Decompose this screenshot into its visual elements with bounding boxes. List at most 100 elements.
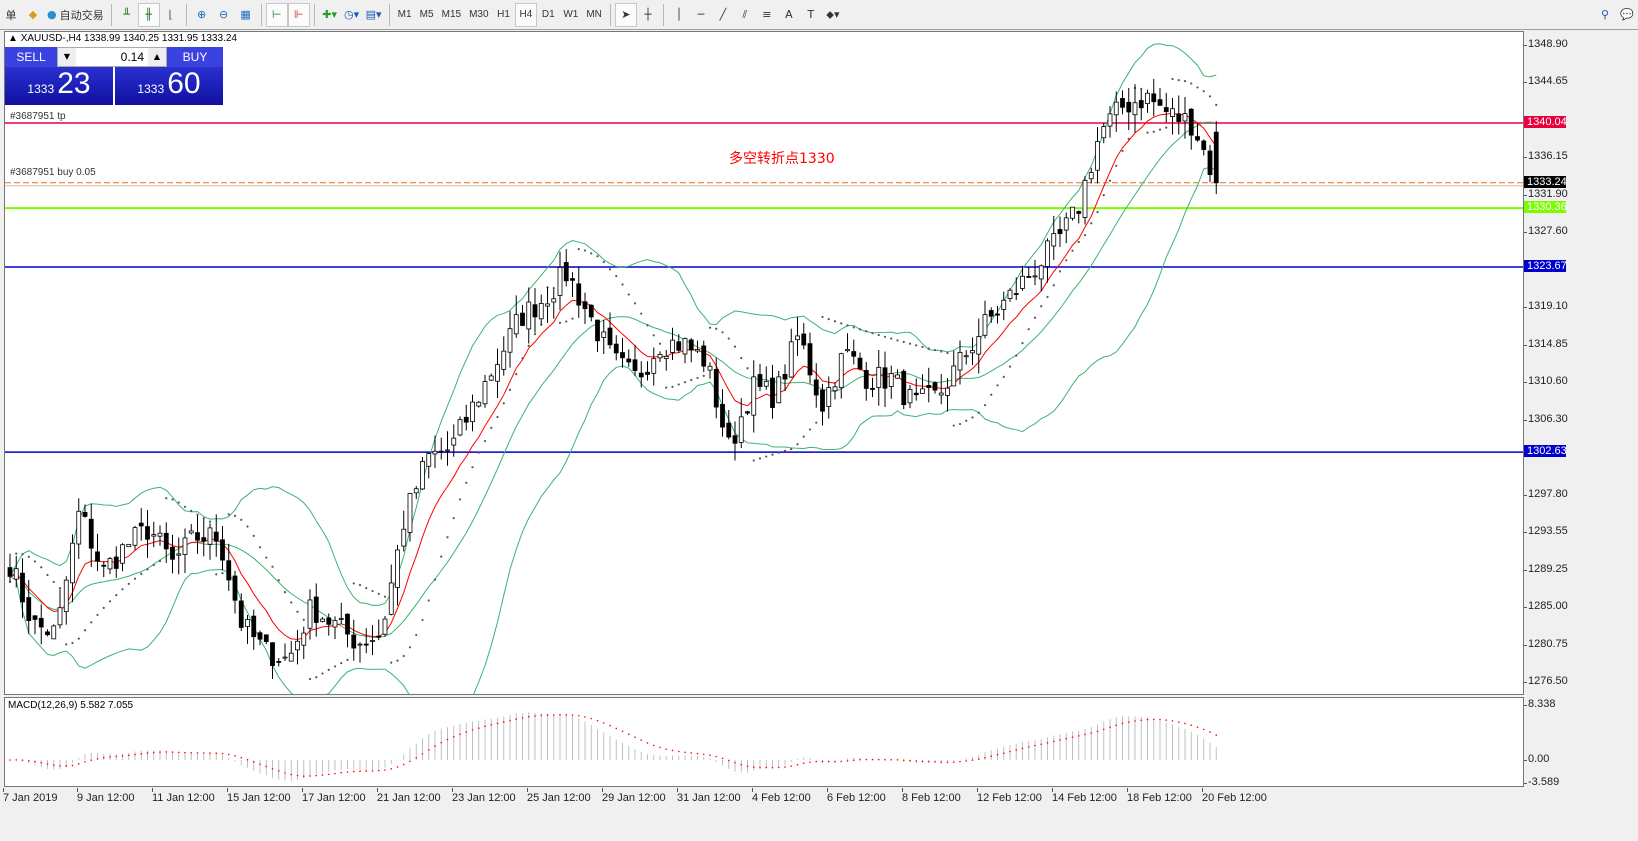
timeframe-h4[interactable]: H4 — [514, 2, 538, 27]
candle-body — [1188, 108, 1194, 136]
candle-body — [295, 640, 300, 651]
price-chart[interactable]: ▲ XAUUSD-,H4 1338.99 1340.25 1331.95 133… — [4, 31, 1524, 695]
tile-windows-icon[interactable]: ▦ — [240, 8, 251, 21]
macd-signal-dot — [509, 719, 511, 722]
macd-signal-dot — [452, 735, 455, 738]
timeframe-w1[interactable]: W1 — [563, 9, 579, 20]
sell-button[interactable]: SELL — [5, 47, 57, 67]
macd-signal-dot — [1065, 737, 1068, 740]
macd-signal-dot — [584, 716, 586, 718]
candle-body — [13, 568, 19, 580]
trendline-icon[interactable]: ╱ — [719, 8, 727, 21]
buy-price-button[interactable]: 1333 60 — [115, 67, 223, 105]
parabolic-sar-dot — [827, 318, 830, 321]
macd-signal-dot — [1034, 744, 1036, 747]
indicators-icon[interactable]: ✚▾ — [322, 8, 337, 21]
macd-signal-dot — [265, 765, 268, 768]
lot-increase-button[interactable]: ▲ — [148, 48, 166, 66]
parabolic-sar-dot — [621, 283, 624, 286]
macd-signal-dot — [402, 763, 405, 766]
candle-body — [1132, 102, 1138, 116]
candle-body — [238, 600, 244, 628]
cursor-icon[interactable]: ➤ — [614, 2, 637, 27]
macd-tick: 0.00 — [1523, 753, 1550, 765]
arrows-icon[interactable]: ⬥▾ — [826, 7, 840, 21]
parabolic-sar-dot — [271, 565, 274, 568]
macd-signal-dot — [1165, 719, 1168, 721]
timeframe-m15[interactable]: M15 — [441, 9, 462, 20]
periods-icon[interactable]: ◷▾ — [344, 8, 360, 21]
candle-body — [1138, 100, 1144, 109]
chart-shift-icon[interactable]: ⊢ — [265, 2, 288, 27]
lot-decrease-button[interactable]: ▼ — [58, 48, 76, 66]
zoom-out-icon[interactable]: ⊖ — [219, 8, 229, 21]
templates-icon[interactable]: ▤▾ — [365, 8, 382, 21]
timeframe-d1[interactable]: D1 — [541, 9, 555, 20]
macd-signal-dot — [1021, 747, 1024, 750]
crosshair-icon[interactable]: ┼ — [644, 8, 652, 21]
candle-body — [1088, 172, 1094, 180]
parabolic-sar-dot — [733, 345, 737, 348]
candle-body — [707, 365, 713, 371]
macd-signal-dot — [371, 770, 374, 772]
parabolic-sar-dot — [921, 345, 924, 349]
vertical-line-icon[interactable]: │ — [675, 8, 683, 21]
candle-body — [213, 531, 219, 542]
parabolic-sar-dot — [852, 326, 855, 329]
bar-chart-icon[interactable]: ╨ — [123, 8, 130, 21]
macd-signal-dot — [1027, 746, 1030, 748]
search-icon[interactable]: ⚲ — [1600, 8, 1610, 21]
candle-body — [263, 634, 269, 643]
candle-body — [663, 356, 669, 359]
price-tick: 1327.60 — [1524, 225, 1568, 238]
macd-signal-dot — [896, 759, 899, 761]
candle-body — [1195, 136, 1200, 141]
timeframe-h1[interactable]: H1 — [497, 9, 510, 20]
macd-signal-dot — [771, 766, 774, 769]
candle-body — [926, 385, 932, 388]
candlestick-icon[interactable]: ╫ — [137, 2, 160, 27]
macd-signal-dot — [877, 758, 880, 761]
timeframe-m1[interactable]: M1 — [397, 9, 412, 20]
fibonacci-icon[interactable]: ≡ — [762, 8, 772, 21]
buy-button[interactable]: BUY — [167, 47, 223, 67]
lot-size-input[interactable]: ▼ 0.14 ▲ — [57, 47, 167, 67]
horizontal-line-icon[interactable]: ─ — [697, 8, 705, 21]
time-axis[interactable]: 7 Jan 2019 9 Jan 12:00 11 Jan 12:00 15 Jan … — [0, 788, 1524, 809]
candle-body — [951, 365, 957, 387]
autotrade-button[interactable]: ● 自动交易 — [44, 3, 107, 27]
timeframe-m30[interactable]: M30 — [469, 9, 489, 20]
timeframe-mn[interactable]: MN — [586, 9, 602, 20]
menu-partial[interactable]: 单 — [5, 8, 17, 22]
chat-icon[interactable]: 💬 — [1620, 8, 1634, 21]
sell-price-button[interactable]: 1333 23 — [5, 67, 113, 105]
parabolic-sar-dot — [121, 588, 124, 591]
parabolic-sar-dot — [321, 672, 324, 675]
macd-signal-dot — [65, 765, 68, 767]
macd-signal-dot — [1115, 724, 1118, 727]
parabolic-sar-dot — [808, 428, 812, 431]
macd-pane[interactable]: MACD(12,26,9) 5.582 7.055 — [4, 697, 1524, 787]
parabolic-sar-dot — [558, 321, 562, 324]
macd-signal-dot — [1190, 724, 1193, 726]
equidistant-channel-icon[interactable]: ⫽ — [742, 7, 748, 21]
parabolic-sar-dot — [208, 520, 212, 523]
macd-signal-dot — [359, 770, 361, 773]
macd-signal-dot — [646, 742, 649, 744]
timeframe-m5[interactable]: M5 — [419, 9, 434, 20]
expert-icon[interactable]: ◆ — [28, 8, 38, 21]
macd-signal-dot — [140, 752, 143, 755]
macd-signal-dot — [790, 765, 793, 767]
macd-signal-dot — [684, 751, 686, 754]
autoscroll-icon[interactable]: ⊩ — [287, 2, 310, 27]
text-icon[interactable]: A — [785, 8, 793, 21]
text-label-icon[interactable]: T — [807, 8, 815, 21]
macd-signal-dot — [1046, 742, 1049, 744]
parabolic-sar-dot — [427, 599, 430, 602]
line-chart-icon[interactable]: ⌊ — [168, 8, 173, 21]
parabolic-sar-dot — [327, 668, 330, 671]
zoom-in-icon[interactable]: ⊕ — [197, 8, 207, 21]
macd-signal-dot — [827, 760, 830, 763]
chart-annotation[interactable]: 多空转折点1330 — [729, 151, 835, 167]
price-axis[interactable]: 1348.90 1344.65 1336.15 1331.90 1327.60 1319.… — [1523, 31, 1638, 791]
